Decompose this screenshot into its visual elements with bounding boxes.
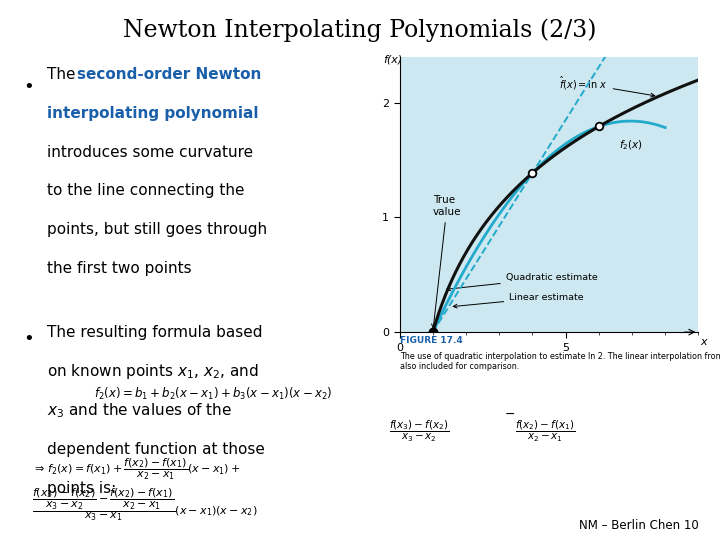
Text: $-$: $-$ bbox=[504, 407, 515, 420]
Text: $\dfrac{\dfrac{f(x_3)-f(x_2)}{x_3-x_2}-\dfrac{f(x_2)-f(x_1)}{x_2-x_1}}{x_3-x_1}(: $\dfrac{\dfrac{f(x_3)-f(x_2)}{x_3-x_2}-\… bbox=[32, 486, 258, 523]
Text: $f_2(x)$: $f_2(x)$ bbox=[618, 139, 642, 152]
Text: second-order Newton: second-order Newton bbox=[77, 67, 261, 82]
Text: Quadratic estimate: Quadratic estimate bbox=[446, 273, 598, 291]
Text: $x_3$ and the values of the: $x_3$ and the values of the bbox=[47, 401, 232, 420]
Text: interpolating polynomial: interpolating polynomial bbox=[47, 106, 258, 120]
Text: •: • bbox=[23, 78, 34, 96]
Text: points is:: points is: bbox=[47, 481, 116, 496]
Text: to the line connecting the: to the line connecting the bbox=[47, 184, 244, 198]
Text: Linear estimate: Linear estimate bbox=[454, 293, 584, 308]
Text: •: • bbox=[23, 330, 34, 348]
Text: on known points $x_1$, $x_2$, and: on known points $x_1$, $x_2$, and bbox=[47, 362, 258, 381]
Text: The resulting formula based: The resulting formula based bbox=[47, 325, 262, 340]
Text: the first two points: the first two points bbox=[47, 261, 192, 276]
Text: points, but still goes through: points, but still goes through bbox=[47, 222, 267, 237]
Text: The: The bbox=[47, 67, 80, 82]
Text: introduces some curvature: introduces some curvature bbox=[47, 145, 253, 159]
Text: $\dfrac{f(x_3)-f(x_2)}{x_3-x_2}$: $\dfrac{f(x_3)-f(x_2)}{x_3-x_2}$ bbox=[389, 418, 449, 443]
Text: $\Rightarrow\,f_2(x)=f(x_1)+\dfrac{f(x_2)-f(x_1)}{x_2-x_1}(x-x_1)+$: $\Rightarrow\,f_2(x)=f(x_1)+\dfrac{f(x_2… bbox=[32, 456, 241, 482]
Text: The use of quadratic interpolation to estimate ln 2. The linear interpolation fr: The use of quadratic interpolation to es… bbox=[400, 352, 720, 371]
Text: dependent function at those: dependent function at those bbox=[47, 442, 265, 457]
Text: True
value: True value bbox=[431, 195, 462, 328]
Text: Newton Interpolating Polynomials (2/3): Newton Interpolating Polynomials (2/3) bbox=[123, 19, 597, 43]
Text: x: x bbox=[700, 337, 707, 347]
Text: $f_2(x)=b_1+b_2(x-x_1)+b_3(x-x_1)(x-x_2)$: $f_2(x)=b_1+b_2(x-x_1)+b_3(x-x_1)(x-x_2)… bbox=[94, 386, 332, 402]
Text: f(x): f(x) bbox=[383, 55, 402, 64]
Text: NM – Berlin Chen 10: NM – Berlin Chen 10 bbox=[579, 519, 698, 532]
Text: FIGURE 17.4: FIGURE 17.4 bbox=[400, 336, 462, 346]
Text: $\dfrac{f(x_2)-f(x_1)}{x_2-x_1}$: $\dfrac{f(x_2)-f(x_1)}{x_2-x_1}$ bbox=[515, 418, 575, 443]
Text: $\hat{f}(x) = \ln\, x$: $\hat{f}(x) = \ln\, x$ bbox=[559, 75, 654, 97]
